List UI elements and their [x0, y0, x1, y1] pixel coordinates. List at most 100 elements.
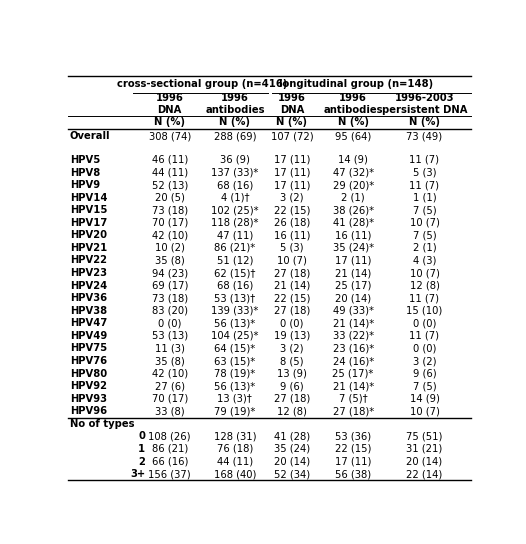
- Text: HPV15: HPV15: [70, 205, 107, 215]
- Text: 128 (31): 128 (31): [214, 431, 256, 441]
- Text: HPV47: HPV47: [70, 318, 107, 329]
- Text: 26 (18): 26 (18): [274, 218, 310, 228]
- Text: HPV21: HPV21: [70, 243, 107, 253]
- Text: 63 (15)*: 63 (15)*: [214, 356, 256, 366]
- Text: 20 (5): 20 (5): [155, 193, 185, 203]
- Text: HPV8: HPV8: [70, 168, 100, 177]
- Text: 4 (3): 4 (3): [413, 256, 436, 265]
- Text: 10 (7): 10 (7): [410, 406, 439, 416]
- Text: 2 (1): 2 (1): [341, 193, 365, 203]
- Text: HPV75: HPV75: [70, 343, 107, 354]
- Text: HPV17: HPV17: [70, 218, 107, 228]
- Text: HPV38: HPV38: [70, 306, 107, 316]
- Text: 27 (18): 27 (18): [274, 306, 310, 316]
- Text: 16 (11): 16 (11): [274, 230, 310, 240]
- Text: 168 (40): 168 (40): [214, 469, 256, 479]
- Text: 53 (36): 53 (36): [335, 431, 371, 441]
- Text: 35 (24)*: 35 (24)*: [332, 243, 373, 253]
- Text: 0: 0: [138, 431, 145, 441]
- Text: 10 (7): 10 (7): [277, 256, 307, 265]
- Text: 3 (2): 3 (2): [280, 343, 304, 354]
- Text: HPV20: HPV20: [70, 230, 107, 240]
- Text: 17 (11): 17 (11): [274, 168, 310, 177]
- Text: HPV9: HPV9: [70, 180, 100, 190]
- Text: 7 (5): 7 (5): [413, 381, 436, 391]
- Text: 156 (37): 156 (37): [148, 469, 191, 479]
- Text: 21 (14): 21 (14): [335, 268, 371, 278]
- Text: 10 (7): 10 (7): [410, 268, 439, 278]
- Text: 108 (26): 108 (26): [148, 431, 191, 441]
- Text: 2 (1): 2 (1): [413, 243, 436, 253]
- Text: 14 (9): 14 (9): [410, 394, 439, 404]
- Text: cross-sectional group (n=416): cross-sectional group (n=416): [117, 79, 288, 89]
- Text: 0 (0): 0 (0): [413, 343, 436, 354]
- Text: HPV49: HPV49: [70, 331, 107, 341]
- Text: 36 (9): 36 (9): [220, 155, 250, 165]
- Text: 17 (11): 17 (11): [335, 256, 371, 265]
- Text: 5 (3): 5 (3): [280, 243, 304, 253]
- Text: 102 (25)*: 102 (25)*: [211, 205, 259, 215]
- Text: 137 (33)*: 137 (33)*: [211, 168, 259, 177]
- Text: 29 (20)*: 29 (20)*: [332, 180, 374, 190]
- Text: 13 (3)†: 13 (3)†: [217, 394, 252, 404]
- Text: 22 (14): 22 (14): [407, 469, 442, 479]
- Text: HPV80: HPV80: [70, 369, 107, 379]
- Text: 20 (14): 20 (14): [335, 293, 371, 303]
- Text: 47 (11): 47 (11): [217, 230, 253, 240]
- Text: 7 (5): 7 (5): [413, 230, 436, 240]
- Text: 70 (17): 70 (17): [151, 218, 188, 228]
- Text: 41 (28): 41 (28): [274, 431, 310, 441]
- Text: 44 (11): 44 (11): [217, 456, 253, 467]
- Text: 16 (11): 16 (11): [335, 230, 371, 240]
- Text: 13 (9): 13 (9): [277, 369, 307, 379]
- Text: 83 (20): 83 (20): [151, 306, 188, 316]
- Text: 22 (15): 22 (15): [274, 293, 310, 303]
- Text: 15 (10): 15 (10): [407, 306, 442, 316]
- Text: 1 (1): 1 (1): [413, 193, 436, 203]
- Text: HPV36: HPV36: [70, 293, 107, 303]
- Text: HPV23: HPV23: [70, 268, 107, 278]
- Text: 73 (49): 73 (49): [407, 132, 442, 141]
- Text: 27 (18): 27 (18): [274, 268, 310, 278]
- Text: 1996
antibodies: 1996 antibodies: [205, 94, 265, 115]
- Text: 33 (8): 33 (8): [155, 406, 185, 416]
- Text: 5 (3): 5 (3): [413, 168, 436, 177]
- Text: 10 (2): 10 (2): [155, 243, 185, 253]
- Text: HPV22: HPV22: [70, 256, 107, 265]
- Text: 11 (7): 11 (7): [409, 293, 440, 303]
- Text: 0 (0): 0 (0): [280, 318, 304, 329]
- Text: 56 (13)*: 56 (13)*: [214, 318, 256, 329]
- Text: 53 (13): 53 (13): [151, 331, 188, 341]
- Text: 56 (38): 56 (38): [335, 469, 371, 479]
- Text: 107 (72): 107 (72): [271, 132, 313, 141]
- Text: 31 (21): 31 (21): [407, 444, 442, 454]
- Text: 68 (16): 68 (16): [217, 180, 253, 190]
- Text: 76 (18): 76 (18): [217, 444, 253, 454]
- Text: 14 (9): 14 (9): [338, 155, 368, 165]
- Text: 78 (19)*: 78 (19)*: [214, 369, 256, 379]
- Text: 9 (6): 9 (6): [413, 369, 436, 379]
- Text: 2: 2: [138, 456, 145, 467]
- Text: 73 (18): 73 (18): [151, 205, 188, 215]
- Text: N (%): N (%): [219, 118, 250, 127]
- Text: 35 (8): 35 (8): [155, 256, 185, 265]
- Text: 79 (19)*: 79 (19)*: [214, 406, 256, 416]
- Text: 25 (17)*: 25 (17)*: [332, 369, 374, 379]
- Text: 3+: 3+: [130, 469, 145, 479]
- Text: 19 (13): 19 (13): [274, 331, 310, 341]
- Text: 35 (24): 35 (24): [274, 444, 310, 454]
- Text: 12 (8): 12 (8): [277, 406, 307, 416]
- Text: 9 (6): 9 (6): [280, 381, 304, 391]
- Text: longitudinal group (n=148): longitudinal group (n=148): [279, 79, 433, 89]
- Text: HPV5: HPV5: [70, 155, 100, 165]
- Text: 104 (25)*: 104 (25)*: [211, 331, 259, 341]
- Text: N (%): N (%): [154, 118, 185, 127]
- Text: 23 (16)*: 23 (16)*: [332, 343, 374, 354]
- Text: 1996-2003
persistent DNA: 1996-2003 persistent DNA: [382, 94, 467, 115]
- Text: 86 (21): 86 (21): [151, 444, 188, 454]
- Text: 22 (15): 22 (15): [274, 205, 310, 215]
- Text: 25 (17): 25 (17): [335, 281, 371, 290]
- Text: 68 (16): 68 (16): [217, 281, 253, 290]
- Text: 10 (7): 10 (7): [410, 218, 439, 228]
- Text: 42 (10): 42 (10): [151, 230, 188, 240]
